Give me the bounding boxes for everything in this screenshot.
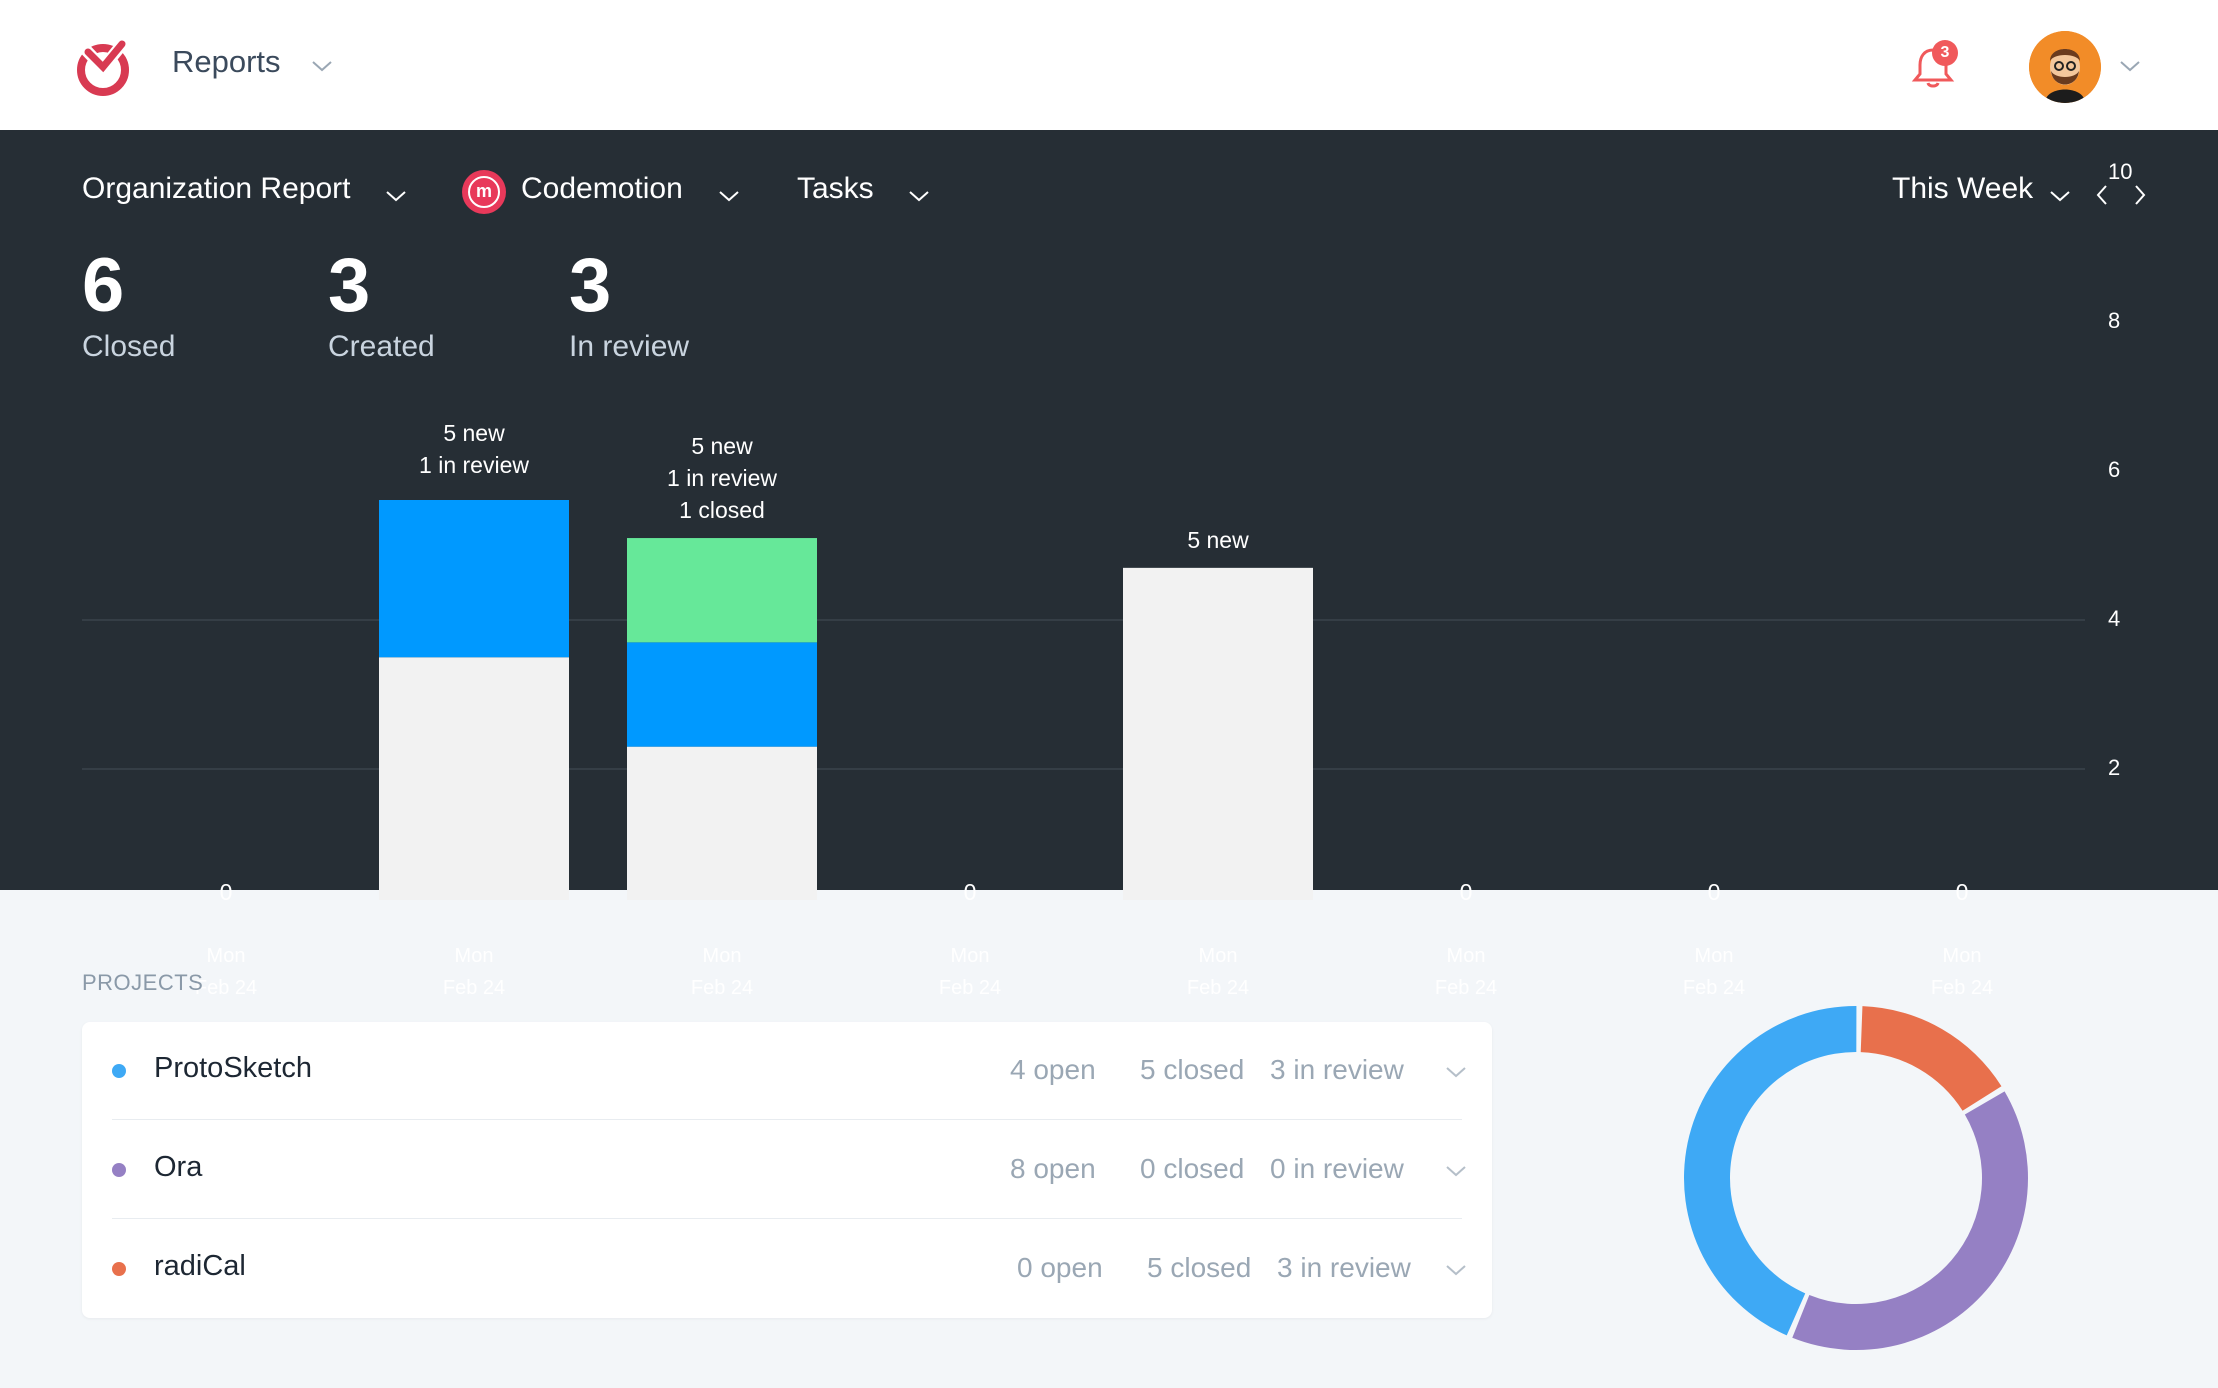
projects-donut-chart (1684, 1006, 2028, 1350)
bar-value-label: 5 new 1 in review (419, 420, 529, 479)
stat-review-value: 3 (569, 243, 612, 328)
chevron-down-icon[interactable] (907, 188, 931, 204)
chevron-down-icon[interactable] (717, 188, 741, 204)
project-name: radiCal (154, 1250, 246, 1282)
chevron-down-icon[interactable] (1444, 1262, 1468, 1278)
y-tick-label: 8 (2108, 308, 2121, 333)
project-row-radical[interactable]: radiCal 0 open 5 closed 3 in review (112, 1220, 1466, 1318)
project-row-protosketch[interactable]: ProtoSketch 4 open 5 closed 3 in review (112, 1022, 1466, 1120)
stat-closed-label: Closed (82, 330, 176, 363)
bar-value-label: 5 new 1 in review 1 closed (667, 433, 777, 524)
y-tick-label: 2 (2108, 755, 2121, 780)
y-tick-label: 10 (2108, 159, 2133, 184)
chevron-down-icon[interactable] (2048, 188, 2072, 204)
stat-created-value: 3 (328, 243, 371, 328)
bar-value-label: 5 new (1187, 526, 1249, 553)
project-color-dot (112, 1064, 126, 1078)
project-open-count: 8 open (1010, 1153, 1096, 1184)
project-color-dot (112, 1262, 126, 1276)
project-closed-count: 5 closed (1147, 1252, 1252, 1283)
project-row-ora[interactable]: Ora 8 open 0 closed 0 in review (112, 1121, 1466, 1219)
organization-icon: m (462, 170, 506, 214)
app-title[interactable]: Reports (172, 44, 281, 79)
bar-segment-in-review (379, 500, 569, 658)
y-tick-label: 4 (2108, 606, 2121, 631)
stat-closed-value: 6 (82, 243, 125, 328)
report-selector[interactable]: Organization Report (82, 172, 351, 205)
x-tick-label: Mon Feb 24 (442, 945, 506, 999)
project-review-count: 3 in review (1277, 1252, 1411, 1283)
bar-value-label: 0 (1707, 879, 1721, 905)
projects-card: ProtoSketch 4 open 5 closed 3 in review … (82, 1022, 1492, 1318)
project-review-count: 3 in review (1270, 1054, 1404, 1085)
type-selector[interactable]: Tasks (797, 172, 874, 205)
project-name: ProtoSketch (154, 1052, 312, 1084)
user-avatar[interactable] (2029, 31, 2101, 103)
project-open-count: 0 open (1017, 1252, 1103, 1283)
project-review-count: 0 in review (1270, 1153, 1404, 1184)
chevron-down-icon[interactable] (1444, 1064, 1468, 1080)
stat-created-label: Created (328, 330, 435, 363)
x-tick-label: Mon Feb 24 (690, 945, 754, 999)
bar-segment-new (627, 746, 817, 900)
app-logo-icon[interactable] (72, 38, 134, 96)
bar-value-label: 0 (963, 879, 977, 905)
bar-segment-in-review (627, 642, 817, 747)
project-name: Ora (154, 1151, 203, 1183)
project-closed-count: 0 closed (1140, 1153, 1245, 1184)
bar-value-label: 0 (219, 879, 233, 905)
chevron-down-icon[interactable] (310, 58, 334, 74)
report-panel: Organization Report m Codemotion Tasks T… (0, 130, 2218, 999)
project-color-dot (112, 1163, 126, 1177)
y-tick-label: 6 (2108, 457, 2121, 482)
stat-review-label: In review (569, 330, 690, 363)
top-bar: Reports 3 (0, 0, 2218, 130)
chevron-down-icon[interactable] (1444, 1163, 1468, 1179)
chevron-right-icon[interactable] (2132, 182, 2148, 208)
bar-segment-new (1123, 567, 1313, 900)
donut-segment-ora (1792, 1091, 2028, 1350)
x-tick-label: Mon Feb 24 (1434, 945, 1498, 999)
donut-segment-protosketch (1684, 1006, 1857, 1336)
bar-value-label: 0 (1955, 879, 1969, 905)
chevron-down-icon[interactable] (2118, 58, 2142, 74)
bar-segment-new (379, 657, 569, 900)
chevron-down-icon[interactable] (384, 188, 408, 204)
x-tick-label: Mon Feb 24 (1930, 945, 1994, 999)
bar-segment-closed (627, 538, 817, 643)
project-open-count: 4 open (1010, 1054, 1096, 1085)
x-tick-label: Mon Feb 24 (938, 945, 1002, 999)
tasks-bar-chart (82, 500, 2085, 900)
x-tick-label: Mon Feb 24 (194, 945, 258, 999)
x-tick-label: Mon Feb 24 (1682, 945, 1746, 999)
donut-segment-radical (1860, 1006, 2002, 1111)
chevron-left-icon[interactable] (2094, 182, 2110, 208)
notification-badge: 3 (1932, 40, 1958, 66)
period-selector[interactable]: This Week (1892, 172, 2034, 205)
organization-selector[interactable]: Codemotion (521, 172, 683, 205)
projects-heading: PROJECTS (82, 970, 204, 995)
bar-value-label: 0 (1459, 879, 1473, 905)
project-closed-count: 5 closed (1140, 1054, 1245, 1085)
x-tick-label: Mon Feb 24 (1186, 945, 1250, 999)
